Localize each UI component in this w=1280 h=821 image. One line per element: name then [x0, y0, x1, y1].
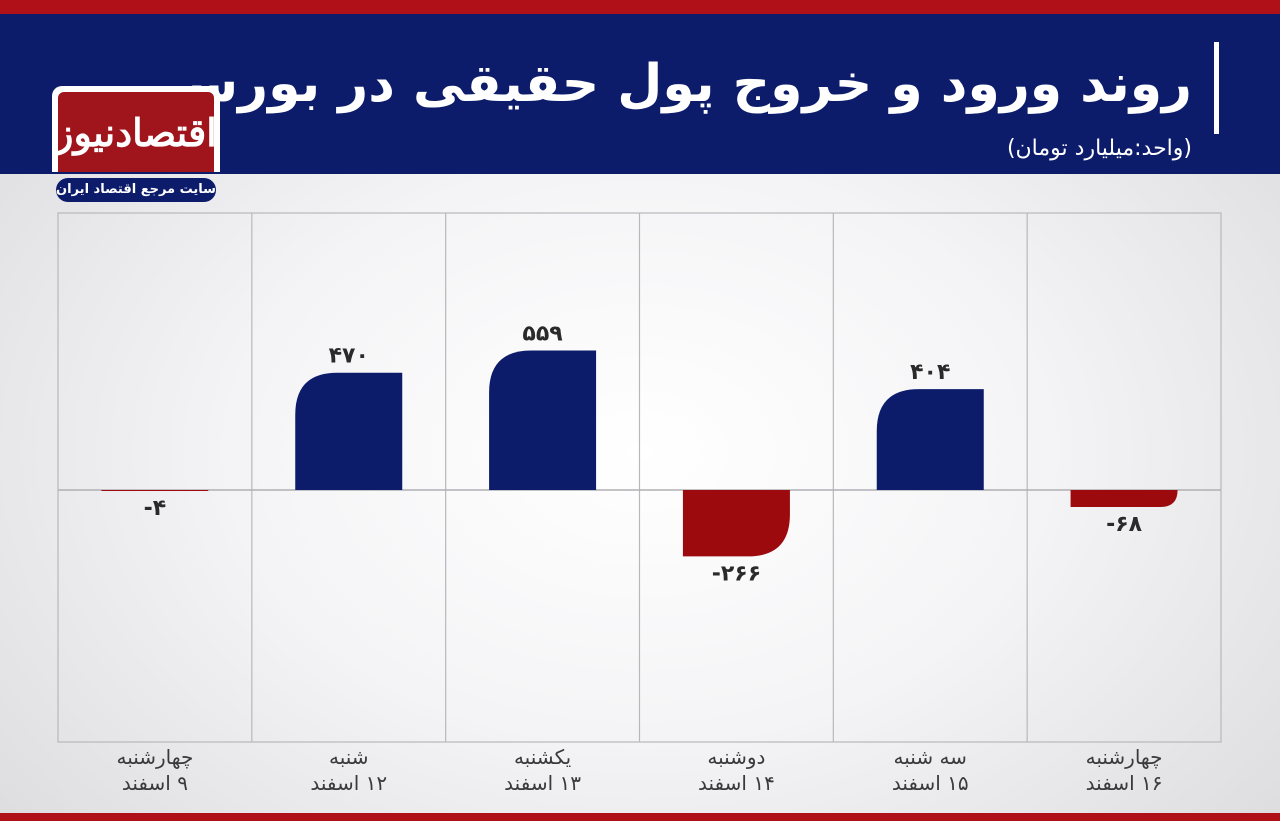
- data-label-4: -۲۶۶: [712, 561, 761, 586]
- bar-6: [1070, 490, 1178, 507]
- x-tick-label-2-2: ۱۲ اسفند: [310, 771, 387, 795]
- x-tick-label-4-1: دوشنبه: [707, 745, 765, 769]
- bar-3: [489, 350, 597, 490]
- top-accent-stripe: [0, 0, 1280, 14]
- bar-5: [876, 389, 984, 490]
- data-label-3: ۵۵۹: [522, 322, 562, 347]
- x-tick-label-3-1: یکشنبه: [514, 745, 571, 769]
- logo-badge: اقتصادنیوز: [55, 92, 218, 172]
- x-tick-label-5-1: سه شنبه: [894, 745, 967, 769]
- logo: اقتصادنیوز: [52, 86, 220, 172]
- bar-2: [295, 372, 403, 490]
- data-label-6: -۶۸: [1106, 512, 1143, 537]
- logo-tagline: سایت مرجع اقتصاد ایران: [56, 178, 216, 202]
- x-tick-label-3-2: ۱۳ اسفند: [504, 771, 581, 795]
- x-tick-label-1-1: چهارشنبه: [116, 745, 193, 769]
- chart-title: روند ورود و خروج پول حقیقی در بورس: [166, 54, 1192, 114]
- bottom-accent-stripe: [0, 813, 1280, 821]
- data-label-2: ۴۷۰: [329, 344, 369, 369]
- x-tick-label-6-2: ۱۶ اسفند: [1086, 771, 1163, 795]
- x-tick-label-2-1: شنبه: [329, 745, 369, 769]
- data-label-1: -۴: [144, 496, 167, 521]
- x-tick-label-6-1: چهارشنبه: [1086, 745, 1163, 769]
- bar-1: [101, 490, 209, 491]
- x-tick-label-4-2: ۱۴ اسفند: [698, 771, 775, 795]
- x-tick-label-5-2: ۱۵ اسفند: [892, 771, 969, 795]
- unit-label: (واحد:میلیارد تومان): [1006, 136, 1192, 161]
- bar-4: [682, 490, 790, 557]
- x-tick-label-1-2: ۹ اسفند: [122, 771, 188, 795]
- data-label-5: ۴۰۴: [910, 360, 950, 385]
- logo-wordmark: اقتصادنیوز: [55, 109, 218, 155]
- title-divider: [1214, 42, 1219, 134]
